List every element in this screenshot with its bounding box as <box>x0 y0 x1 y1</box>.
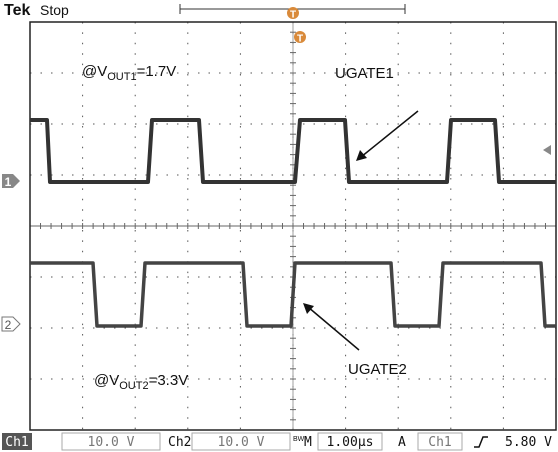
ugate2-arrowhead <box>303 303 314 314</box>
timebase: 1.00µs <box>327 435 374 450</box>
ch2-scale-box <box>191 432 291 451</box>
ugate1-arrow <box>360 110 419 158</box>
trigger-pos-label: T <box>290 10 296 21</box>
ch1-box <box>2 433 32 450</box>
trig-source-box <box>417 432 463 451</box>
ch2-marker-label: 2 <box>5 318 12 332</box>
ch1-scale: 10.0 V <box>88 435 135 450</box>
ch1-scale-box <box>61 432 161 451</box>
ugate1-arrowhead <box>356 150 367 161</box>
trigger-icon <box>294 31 306 43</box>
vout1-label: @VOUT1=1.7V <box>82 63 176 83</box>
trig-source: Ch1 <box>428 435 451 450</box>
vout2-sub: OUT2 <box>119 380 148 392</box>
run-status: Stop <box>40 2 69 18</box>
ch1-label: Ch1 <box>5 435 28 450</box>
ugate2-arrow <box>307 306 360 351</box>
vout2-label: @VOUT2=3.3V <box>94 372 188 392</box>
ugate2-label: UGATE2 <box>348 361 407 378</box>
screen-border <box>29 21 557 431</box>
ch2-marker <box>1 316 21 332</box>
vout1-prefix: @V <box>82 63 107 80</box>
brand: Tek <box>4 2 30 19</box>
bw-label: BW <box>293 436 305 443</box>
vout1-sub: OUT1 <box>107 71 136 83</box>
ugate1-label: UGATE1 <box>335 65 394 82</box>
trigger-label: T <box>297 34 303 45</box>
ch2-trace <box>30 261 556 328</box>
vout2-suffix: =3.3V <box>149 372 189 389</box>
timebase-box <box>317 432 383 451</box>
trigger-level-marker <box>543 145 551 155</box>
slope-icon <box>474 436 488 448</box>
ch1-marker <box>2 174 20 188</box>
m-label: M <box>304 435 312 450</box>
trigger-pos-icon <box>287 7 299 19</box>
ch2-scale: 10.0 V <box>218 435 265 450</box>
vout1-suffix: =1.7V <box>137 63 177 80</box>
ch1-trace <box>30 118 556 184</box>
vout2-prefix: @V <box>94 372 119 389</box>
ch2-label: Ch2 <box>168 435 191 450</box>
ch1-marker-label: 1 <box>5 175 12 189</box>
a-label: A <box>398 435 406 450</box>
trig-level: 5.80 V <box>505 435 552 450</box>
